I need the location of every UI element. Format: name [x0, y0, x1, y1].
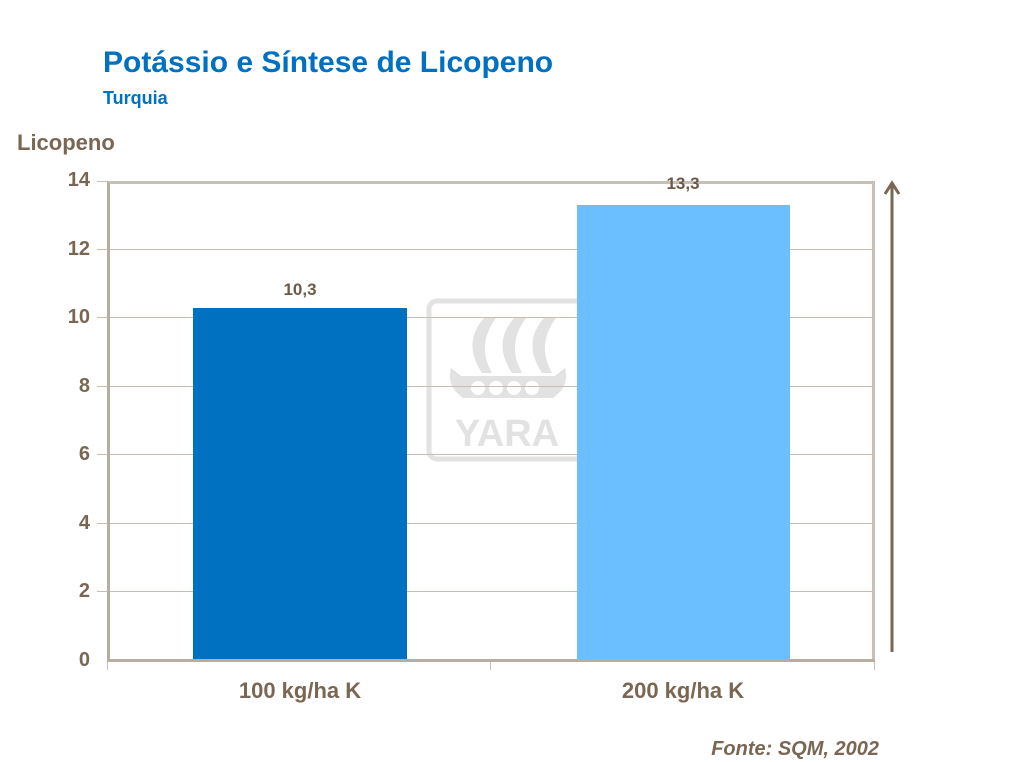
chart-subtitle: Turquia — [103, 88, 168, 108]
y-tick: 14 — [67, 169, 90, 191]
y-tick: 2 — [78, 580, 90, 602]
y-axis-label: Licopeno — [17, 130, 115, 155]
increase-arrow-icon — [884, 180, 901, 652]
y-tick: 0 — [78, 649, 90, 671]
svg-text:YARA: YARA — [455, 413, 559, 455]
x-tick — [874, 662, 875, 670]
gridline-10 — [97, 317, 875, 318]
gridline-6 — [97, 454, 875, 455]
plot-frame — [107, 181, 875, 661]
bar-100-kg-ha-k — [193, 308, 407, 660]
source-citation: Fonte: SQM, 2002 — [711, 738, 879, 760]
y-tick: 4 — [78, 512, 90, 534]
y-tick: 8 — [78, 375, 90, 397]
gridline-2 — [97, 591, 875, 592]
chart-title: Potássio e Síntese de Licopeno — [103, 46, 554, 79]
bar-200-kg-ha-k — [577, 205, 790, 660]
y-tick: 12 — [67, 238, 90, 260]
x-axis — [107, 659, 875, 662]
gridline-4 — [97, 523, 875, 524]
x-category-label: 100 kg/ha K — [238, 678, 362, 703]
y-tick: 10 — [67, 306, 90, 328]
data-label-bar-1: 10,3 — [283, 280, 317, 299]
x-tick — [490, 662, 491, 670]
data-label-bar-2: 13,3 — [666, 174, 700, 193]
gridline-8 — [97, 386, 875, 387]
gridline-12 — [97, 249, 875, 250]
x-tick — [107, 662, 108, 670]
x-category-label: 200 kg/ha K — [621, 678, 745, 703]
yara-logo-watermark-icon: YARA — [426, 298, 588, 462]
y-tick: 6 — [78, 443, 90, 465]
